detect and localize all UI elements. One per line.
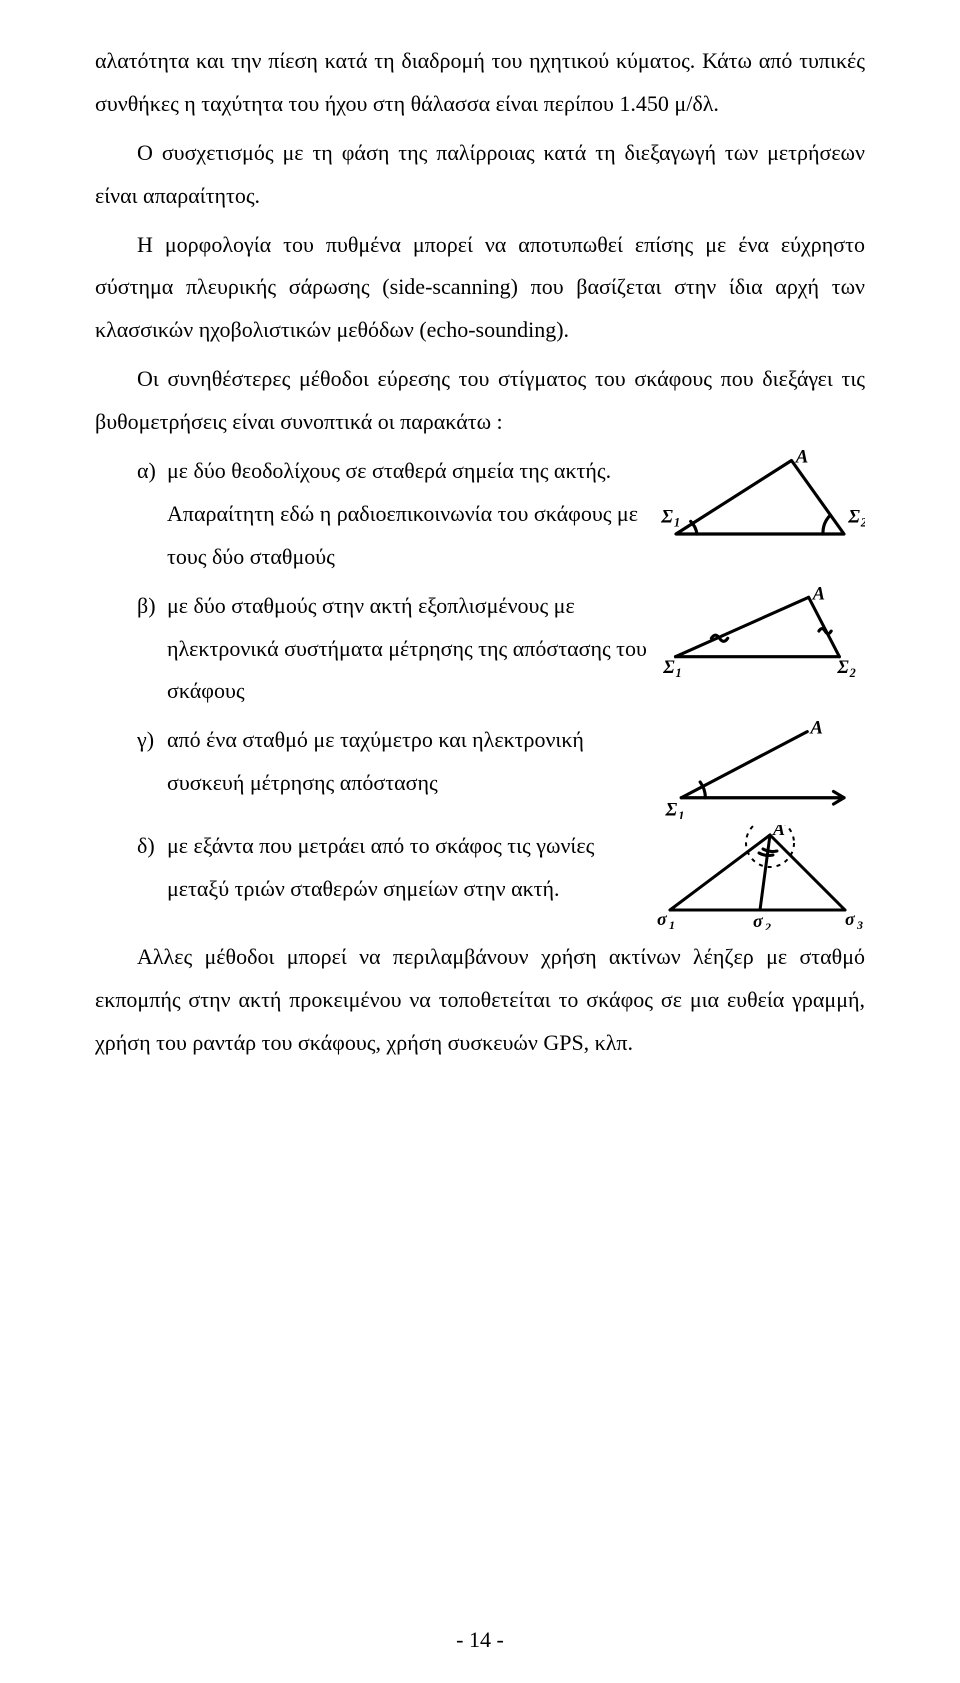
page-number: - 14 - (0, 1627, 960, 1653)
figure-alpha: Σ1 Σ2 Α (655, 450, 865, 555)
paragraph-5: Αλλες μέθοδοι μπορεί να περιλαμβάνουν χρ… (95, 936, 865, 1065)
svg-text:Α: Α (812, 585, 825, 603)
svg-text:Σ: Σ (665, 800, 678, 819)
list-item-alpha: α) με δύο θεοδολίχους σε σταθερά σημεία … (95, 450, 865, 579)
paragraph-1: αλατότητα και την πίεση κατά τη διαδρομή… (95, 40, 865, 126)
figure-beta: Σ1 Σ2 Α (655, 585, 865, 677)
single-station-icon: Σ1 Α (655, 719, 865, 819)
svg-text:Α: Α (772, 825, 785, 839)
svg-text:1: 1 (675, 666, 681, 677)
svg-text:Σ: Σ (660, 506, 673, 527)
triangulation-icon: Σ1 Σ2 Α (655, 450, 865, 555)
svg-text:σ: σ (845, 909, 856, 929)
paragraph-3: Η μορφολογία του πυθμένα μπορεί να αποτυ… (95, 224, 865, 353)
svg-text:2: 2 (849, 666, 856, 677)
list-text: από ένα σταθμό με ταχύμετρο και ηλεκτρον… (167, 719, 647, 805)
svg-text:σ: σ (753, 911, 764, 930)
svg-text:Σ: Σ (662, 657, 675, 677)
svg-text:Σ: Σ (836, 657, 849, 677)
list-text: με δύο θεοδολίχους σε σταθερά σημεία της… (167, 450, 647, 579)
list-label: γ) (95, 719, 167, 762)
page: αλατότητα και την πίεση κατά τη διαδρομή… (0, 0, 960, 1683)
list-label: β) (95, 585, 167, 628)
svg-text:2: 2 (860, 516, 865, 530)
figure-gamma: Σ1 Α (655, 719, 865, 819)
svg-text:3: 3 (856, 918, 863, 930)
svg-text:Α: Α (795, 450, 809, 468)
svg-text:Σ: Σ (847, 506, 860, 527)
list-label: δ) (95, 825, 167, 868)
list-item-gamma: γ) από ένα σταθμό με ταχύμετρο και ηλεκτ… (95, 719, 865, 819)
list-item-beta: β) με δύο σταθμούς στην ακτή εξοπλισμένο… (95, 585, 865, 714)
list-item-delta: δ) με εξάντα που μετράει από το σκάφος τ… (95, 825, 865, 930)
list-label: α) (95, 450, 167, 493)
svg-text:1: 1 (674, 516, 680, 530)
svg-text:1: 1 (678, 809, 684, 819)
paragraph-4: Οι συνηθέστερες μέθοδοι εύρεσης του στίγ… (95, 358, 865, 444)
list-text: με εξάντα που μετράει από το σκάφος τις … (167, 825, 647, 911)
methods-list: α) με δύο θεοδολίχους σε σταθερά σημεία … (95, 450, 865, 930)
svg-text:σ: σ (657, 909, 668, 929)
figure-delta: σ1 σ2 σ3 Α (655, 825, 865, 930)
list-text: με δύο σταθμούς στην ακτή εξοπλισμένους … (167, 585, 647, 714)
svg-text:Α: Α (809, 719, 823, 739)
svg-text:2: 2 (764, 920, 771, 930)
sextant-icon: σ1 σ2 σ3 Α (655, 825, 865, 930)
two-distance-icon: Σ1 Σ2 Α (655, 585, 865, 677)
svg-text:1: 1 (669, 918, 675, 930)
paragraph-2: Ο συσχετισμός με τη φάση της παλίρροιας … (95, 132, 865, 218)
